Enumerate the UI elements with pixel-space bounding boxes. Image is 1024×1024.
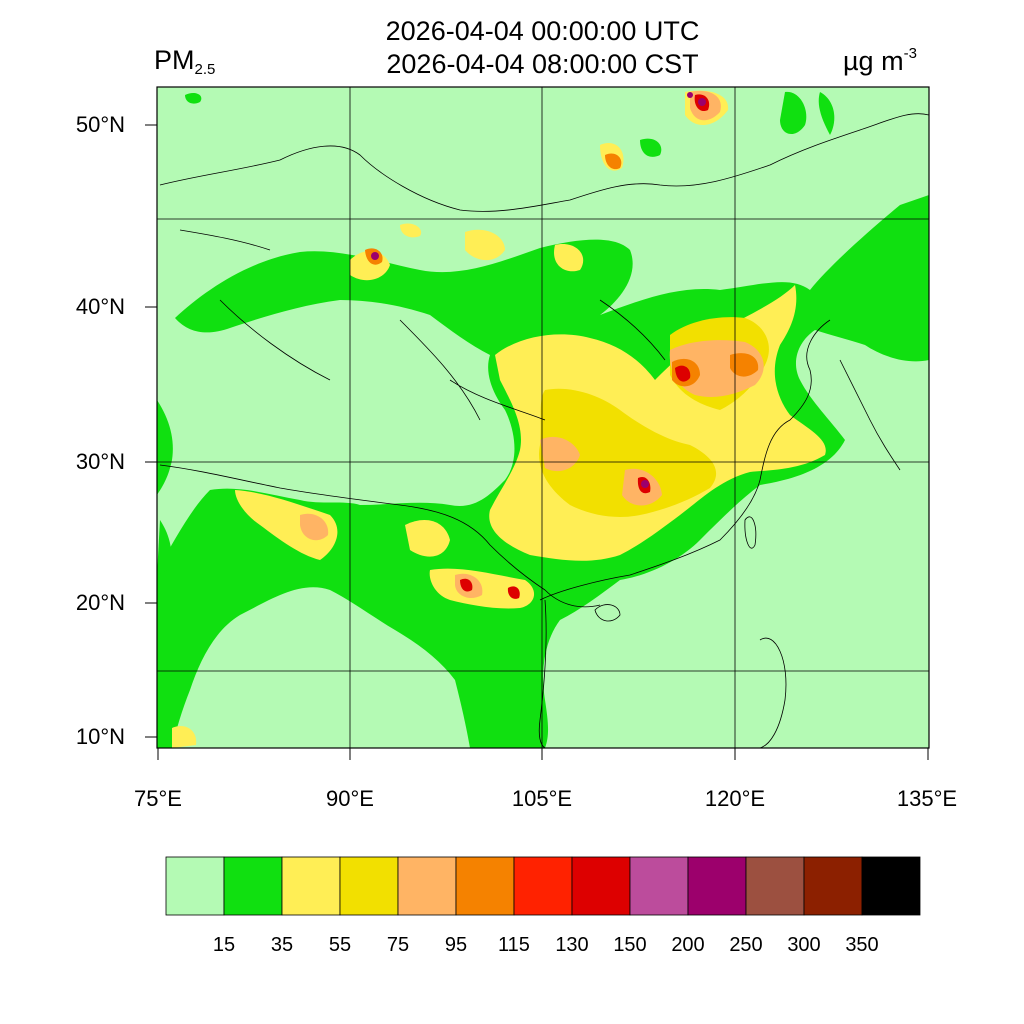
lon-label-135e: 135°E (896, 786, 958, 811)
unit-superscript: -3 (903, 45, 917, 62)
colorbar-label-7: 150 (613, 934, 647, 956)
colorbar-swatch-4 (397, 856, 457, 916)
yellow-north-2 (554, 244, 584, 272)
unit-label: µg m-3 (843, 45, 917, 77)
green-west-edge (157, 400, 173, 495)
variable-label: PM2.5 (154, 45, 215, 78)
orange-sichuan (540, 436, 580, 472)
title-utc: 2026-04-04 00:00:00 UTC (385, 16, 700, 46)
colorbar-label-11: 350 (845, 934, 879, 956)
lon-label-120e: 120°E (704, 786, 766, 811)
colorbar-label-5: 115 (498, 934, 530, 956)
green-nw-1 (185, 92, 202, 104)
hotspot-3 (698, 98, 706, 106)
colorbar-swatch-6 (513, 856, 573, 916)
lat-label-20n: 20°N (75, 590, 125, 615)
gold-central (539, 388, 717, 517)
hotspot-2 (641, 480, 649, 488)
lon-label-105e: 105°E (511, 786, 573, 811)
lat-label-10n: 10°N (75, 724, 125, 749)
map-field (157, 87, 929, 748)
red-3 (507, 586, 520, 599)
colorbar-label-4: 95 (444, 934, 468, 956)
variable-subscript: 2.5 (194, 61, 216, 78)
lon-label-75e: 75°E (134, 786, 182, 811)
internal-borders (179, 229, 666, 421)
hotspot-4 (687, 92, 693, 98)
colorbar-swatch-11 (803, 856, 863, 916)
lon-label-90e: 90°E (326, 786, 374, 811)
green-ne-1 (780, 91, 807, 135)
colorbar-label-8: 200 (671, 934, 705, 956)
hainan (594, 604, 621, 622)
boundaries (159, 113, 929, 748)
northern-border (159, 113, 929, 212)
colorbar-swatch-8 (629, 856, 689, 916)
colorbar-swatch-3 (339, 856, 399, 916)
indochina-coast (538, 599, 547, 748)
orange-west (300, 513, 329, 541)
taiwan (744, 516, 757, 549)
hotspot-1 (371, 252, 379, 260)
colorbar-swatch-1 (223, 856, 283, 916)
colorbar-swatch-10 (745, 856, 805, 916)
lat-label-50n: 50°N (75, 112, 125, 137)
colorbar-label-10: 300 (787, 934, 821, 956)
yellow-west (235, 490, 338, 560)
philippines (759, 637, 787, 748)
green-sw-1 (157, 520, 172, 575)
japan-coast (839, 359, 901, 471)
china-coast (539, 319, 831, 601)
deep-orange-4 (605, 153, 622, 170)
colorbar-label-2: 55 (328, 934, 352, 956)
yellow-north-5 (400, 223, 422, 238)
yellow-sw-1 (405, 520, 450, 557)
colorbar-swatch-2 (281, 856, 341, 916)
green-north-1 (640, 138, 662, 157)
title-cst: 2026-04-04 08:00:00 CST (386, 49, 699, 79)
colorbar-swatch-5 (455, 856, 515, 916)
yellow-north-1 (465, 229, 505, 261)
lat-label-40n: 40°N (75, 294, 125, 319)
lat-ticks (145, 124, 157, 738)
variable-name: PM (154, 45, 195, 75)
graticule (157, 87, 929, 748)
green-ne-2 (818, 92, 835, 135)
red-2 (460, 578, 473, 592)
colorbar-label-9: 250 (729, 934, 763, 956)
colorbar (165, 856, 921, 916)
yellow-south-tip (172, 725, 197, 748)
colorbar-label-6: 130 (555, 934, 589, 956)
lat-label-30n: 30°N (75, 449, 125, 474)
colorbar-swatch-9 (687, 856, 747, 916)
colorbar-swatch-0 (165, 856, 225, 916)
red-1 (675, 365, 691, 382)
deep-orange-2 (730, 353, 759, 377)
colorbar-swatch-12 (861, 856, 921, 916)
field-200-250 (371, 92, 706, 488)
unit-text: µg m (843, 46, 904, 76)
colorbar-label-3: 75 (386, 934, 410, 956)
himalaya-border (159, 464, 601, 608)
colorbar-label-0: 15 (212, 934, 236, 956)
lon-ticks (157, 748, 929, 760)
map-frame (156, 86, 930, 749)
colorbar-label-1: 35 (270, 934, 294, 956)
colorbar-swatch-7 (571, 856, 631, 916)
